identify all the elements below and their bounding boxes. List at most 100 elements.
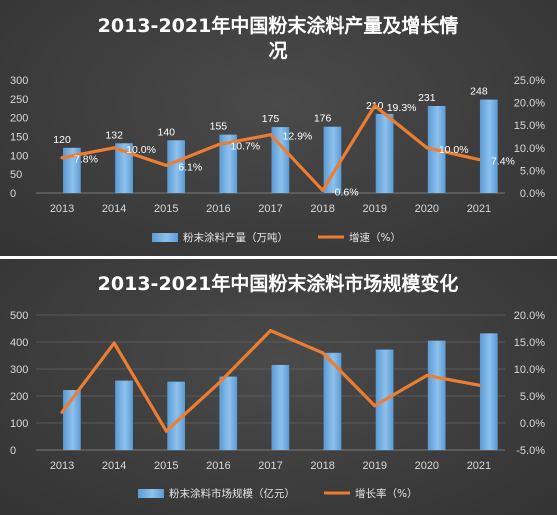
prod-y-left-tick: 150	[10, 132, 28, 144]
market-y-left-tick: 400	[10, 337, 28, 349]
market-y-right-tick: 15.0%	[514, 337, 545, 349]
prod-y-right-tick: 25.0%	[514, 75, 545, 87]
prod-legend-bar-label: 粉末涂料产量（万吨）	[183, 231, 288, 244]
market-y-left-tick: 300	[10, 364, 28, 376]
prod-x-tick: 2019	[362, 203, 386, 215]
prod-title: 2013-2021年中国粉末涂料产量及增长情	[98, 14, 459, 37]
prod-growth-label: 10.0%	[126, 144, 156, 156]
prod-growth-point	[477, 157, 481, 162]
prod-y-right-tick: 15.0%	[514, 120, 545, 132]
prod-y-left-tick: 0	[10, 188, 16, 200]
prod-bar	[219, 134, 238, 193]
market-x-tick: 2016	[206, 460, 230, 472]
prod-y-right-tick: 0.0%	[520, 188, 545, 200]
market-y-right-tick: 10.0%	[514, 364, 545, 376]
prod-y-left-tick: 200	[10, 113, 28, 125]
market-y-left-tick: 0	[10, 445, 16, 457]
market-bar	[115, 380, 133, 450]
market-x-tick: 2017	[258, 460, 282, 472]
market-y-right-tick: 20.0%	[514, 310, 545, 322]
prod-growth-label: 7.4%	[491, 156, 515, 168]
market-bar	[427, 340, 446, 450]
market-x-tick: 2018	[310, 460, 334, 472]
market-bar	[167, 381, 185, 450]
prod-growth-point	[321, 188, 325, 192]
prod-growth-label: 12.9%	[283, 131, 313, 143]
prod-bar	[375, 113, 394, 193]
prod-legend-line-label: 增速（%）	[349, 231, 401, 244]
market-bar	[479, 333, 498, 450]
market-legend-bar-label: 粉末涂料市场规模（亿元）	[169, 487, 295, 500]
market-bar	[323, 352, 342, 450]
market-growth-point	[477, 383, 481, 387]
chart-divider	[0, 256, 557, 259]
prod-bar-label: 176	[314, 113, 332, 125]
prod-y-right-tick: 20.0%	[514, 98, 545, 110]
prod-x-tick: 2014	[102, 203, 126, 215]
prod-legend-bar-swatch	[152, 233, 178, 242]
prod-growth-label: 0.6%	[335, 186, 359, 198]
market-x-tick: 2020	[415, 460, 439, 472]
market-x-tick: 2021	[467, 460, 491, 472]
prod-x-tick: 2020	[415, 203, 439, 215]
prod-bar-label: 231	[418, 92, 436, 104]
prod-y-right-tick: 10.0%	[514, 143, 545, 155]
market-x-tick: 2013	[50, 460, 74, 472]
market-x-tick: 2015	[154, 460, 178, 472]
prod-y-right-tick: 5.0%	[520, 165, 545, 177]
prod-growth-label: 19.3%	[387, 102, 417, 114]
prod-growth-label: 6.1%	[178, 161, 202, 173]
prod-growth-label: 7.8%	[74, 154, 98, 166]
prod-growth-point	[60, 156, 64, 160]
market-legend-bar-swatch	[138, 489, 164, 498]
market-y-right-tick: 5.0%	[520, 391, 545, 403]
market-title: 2013-2021年中国粉末涂料市场规模变化	[98, 272, 459, 295]
prod-bar	[167, 140, 185, 193]
market-y-right-tick: 0.0%	[520, 418, 545, 430]
prod-growth-point	[164, 163, 168, 168]
prod-bar	[323, 126, 342, 193]
prod-bar-label: 140	[158, 126, 176, 138]
prod-bar	[479, 99, 498, 193]
market-growth-point	[425, 373, 429, 378]
market-y-left-tick: 500	[10, 310, 28, 322]
prod-growth-point	[112, 146, 116, 150]
prod-x-tick: 2017	[258, 203, 282, 215]
market-legend-line-label: 增长率（%）	[355, 487, 417, 500]
prod-bar-label: 175	[262, 113, 280, 125]
prod-growth-label: 10.0%	[439, 144, 469, 156]
market-growth-point	[373, 404, 377, 408]
prod-growth-point	[373, 104, 377, 108]
prod-y-left-tick: 50	[10, 169, 22, 181]
production-chart-panel: 2013-2021年中国粉末涂料产量及增长情况 0 50 100 150 200 250 30…	[0, 0, 557, 256]
prod-bar	[63, 147, 81, 193]
prod-bar	[271, 127, 290, 193]
prod-bar-label: 132	[105, 129, 123, 141]
market-growth-point	[112, 341, 116, 345]
market-growth-point	[60, 410, 64, 414]
prod-growth-label: 10.7%	[230, 141, 260, 153]
market-y-left-tick: 200	[10, 391, 28, 403]
prod-growth-point	[216, 143, 220, 147]
prod-x-tick: 2016	[206, 203, 230, 215]
prod-bar-label: 155	[210, 121, 228, 133]
market-y-left-tick: 100	[10, 418, 28, 430]
prod-y-left-tick: 300	[10, 75, 28, 87]
market-growth-point	[164, 429, 168, 433]
prod-x-tick: 2021	[467, 203, 491, 215]
market-bar	[219, 376, 238, 450]
prod-x-tick: 2015	[154, 203, 178, 215]
market-growth-point	[268, 329, 273, 333]
prod-bar	[115, 143, 133, 193]
market-growth-point	[216, 381, 220, 386]
market-size-chart: 2013-2021年中国粉末涂料市场规模变化 0 100 200 300 400 500 -5…	[10, 272, 545, 500]
market-size-chart-panel: 2013-2021年中国粉末涂料市场规模变化 0 100 200 300 400 500 -5…	[0, 259, 557, 515]
prod-bar-label: 120	[53, 134, 71, 146]
prod-bar-label: 248	[470, 86, 488, 98]
prod-growth-point	[268, 133, 273, 137]
prod-y-left-tick: 100	[10, 150, 28, 162]
prod-x-tick: 2013	[50, 203, 74, 215]
prod-x-tick: 2018	[310, 203, 334, 215]
prod-y-left-tick: 250	[10, 94, 28, 106]
